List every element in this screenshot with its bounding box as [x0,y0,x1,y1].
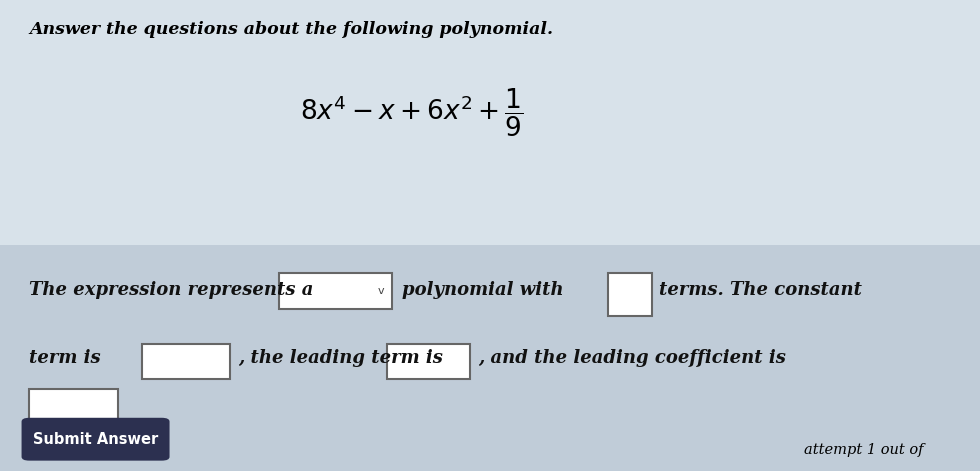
Text: , the leading term is: , the leading term is [238,349,443,367]
FancyBboxPatch shape [22,418,170,461]
Text: Submit Answer: Submit Answer [33,432,158,447]
Text: Answer the questions about the following polynomial.: Answer the questions about the following… [29,21,554,38]
Text: attempt 1 out of: attempt 1 out of [804,443,923,457]
Text: v: v [377,286,384,296]
Bar [608,273,652,316]
Text: polynomial with: polynomial with [402,281,564,299]
Bar [0,0,980,245]
Text: term is: term is [29,349,101,367]
Text: The expression represents a: The expression represents a [29,281,314,299]
Bar [142,344,230,379]
Text: terms. The constant: terms. The constant [659,281,861,299]
Bar [0,245,980,471]
Bar [279,273,392,309]
Text: , and the leading coefficient is: , and the leading coefficient is [478,349,786,367]
Bar [387,344,470,379]
Text: .: . [125,408,131,426]
Text: $8x^4 - x + 6x^2 + \dfrac{1}{9}$: $8x^4 - x + 6x^2 + \dfrac{1}{9}$ [300,87,523,139]
Bar [29,389,118,429]
